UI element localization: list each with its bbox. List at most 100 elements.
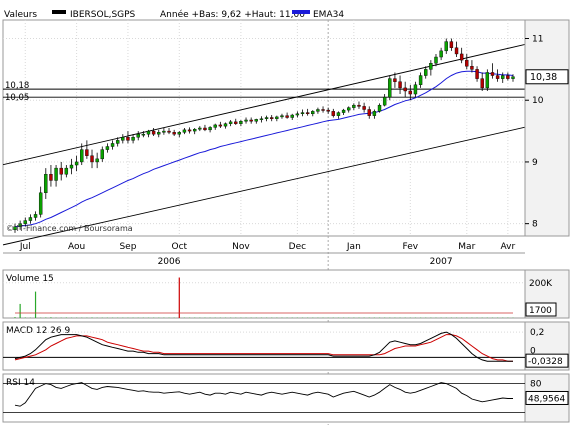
candle-body <box>90 155 94 163</box>
candle-body <box>38 192 43 215</box>
candle-body <box>270 117 274 119</box>
candle-body <box>244 119 248 122</box>
volume-panel-frame <box>2 269 526 319</box>
macd-value: -0,0328 <box>528 357 563 367</box>
candle-body <box>465 59 469 67</box>
candle-body <box>311 111 315 115</box>
candle-body <box>223 123 228 127</box>
price-tick-label: 8 <box>532 220 538 230</box>
candle-body <box>377 104 382 112</box>
candle-body <box>485 72 490 89</box>
candle-body <box>459 53 464 61</box>
candle-body <box>28 217 33 221</box>
volume-value-box <box>525 302 557 317</box>
candle-body <box>408 90 413 95</box>
header-left-label: Valeurs <box>4 10 37 20</box>
candle-body <box>393 78 397 82</box>
rsi-tick-label: 80 <box>530 380 542 390</box>
macd-title: MACD 12 26 9 <box>6 326 70 336</box>
candle-body <box>208 127 212 131</box>
candle-body <box>136 133 140 138</box>
candle-body <box>187 129 192 132</box>
candle-body <box>44 174 48 194</box>
candle-body <box>172 132 176 135</box>
ema-legend-label: EMA34 <box>313 10 344 20</box>
macd-value-box <box>525 353 569 368</box>
stats-label: Année +Bas: 9,62 +Haut: 11,00 <box>160 9 305 20</box>
candle-body <box>121 137 125 141</box>
candle-body <box>316 109 320 112</box>
candle-body <box>470 66 474 70</box>
last-price-value: 10,38 <box>530 72 557 83</box>
year-label: 2006 <box>158 257 181 267</box>
candle-body <box>352 104 356 108</box>
candle-body <box>264 117 269 119</box>
candle-body <box>218 124 223 127</box>
candle-body <box>295 113 300 116</box>
candle-body <box>305 112 310 115</box>
candle-body <box>424 69 428 76</box>
candle-body <box>418 75 423 85</box>
candle-body <box>85 149 89 156</box>
candle-body <box>59 167 63 175</box>
level-label: 10,18 <box>5 81 29 91</box>
candle-body <box>475 69 479 79</box>
candle-body <box>326 109 330 112</box>
last-price-box <box>525 69 569 85</box>
candle-body <box>495 75 500 79</box>
candle-body <box>203 127 207 131</box>
ema-legend-swatch <box>292 10 310 14</box>
candle-body <box>234 121 238 124</box>
month-label: Jan <box>346 242 361 252</box>
candle-body <box>275 116 279 119</box>
candle-body <box>177 132 181 135</box>
rsi-value: 48,9564 <box>528 394 565 404</box>
candle-body <box>198 127 202 130</box>
candle-body <box>126 137 130 141</box>
candle-body <box>228 121 233 124</box>
candle-body <box>146 130 151 135</box>
candle-body <box>341 109 346 113</box>
month-label: Aou <box>68 242 85 252</box>
candle-body <box>357 104 361 107</box>
macd-line <box>14 331 513 362</box>
candle-body <box>131 137 135 141</box>
candle-body <box>434 56 438 64</box>
candle-body <box>347 107 351 111</box>
candle-body <box>115 140 120 144</box>
ema34-line <box>14 70 514 228</box>
candle-body <box>33 214 38 218</box>
candle-body <box>506 75 510 79</box>
candle-body <box>382 96 387 106</box>
macd-signal-line <box>14 334 513 362</box>
candle-body <box>95 158 99 163</box>
price-tick-label: 11 <box>532 35 543 45</box>
candle-body <box>372 111 377 116</box>
macd-tick-label: 0 <box>530 346 536 356</box>
ticker-legend-swatch <box>52 10 66 14</box>
candle-body <box>162 130 166 133</box>
candle-body <box>110 143 115 147</box>
rsi-title: RSI 14 <box>6 378 35 388</box>
candle-body <box>444 41 448 52</box>
candle-body <box>49 174 53 181</box>
candle-body <box>331 111 336 116</box>
candle-body <box>367 109 371 116</box>
price-tick-label: 9 <box>532 158 538 168</box>
candle-body <box>254 119 258 122</box>
month-label: Dec <box>289 242 306 252</box>
ticker-label: IBERSOL,SGPS <box>70 10 136 20</box>
candle-body <box>64 167 69 175</box>
candle-body <box>403 87 407 92</box>
month-label: Nov <box>232 242 250 252</box>
candle-body <box>398 81 402 89</box>
candle-body <box>23 220 27 224</box>
price-tick-label: 10 <box>532 96 544 106</box>
candle-body <box>157 132 161 135</box>
candle-body <box>454 47 459 55</box>
candle-body <box>213 124 217 128</box>
month-label: Mar <box>458 242 475 252</box>
candle-body <box>511 76 515 79</box>
